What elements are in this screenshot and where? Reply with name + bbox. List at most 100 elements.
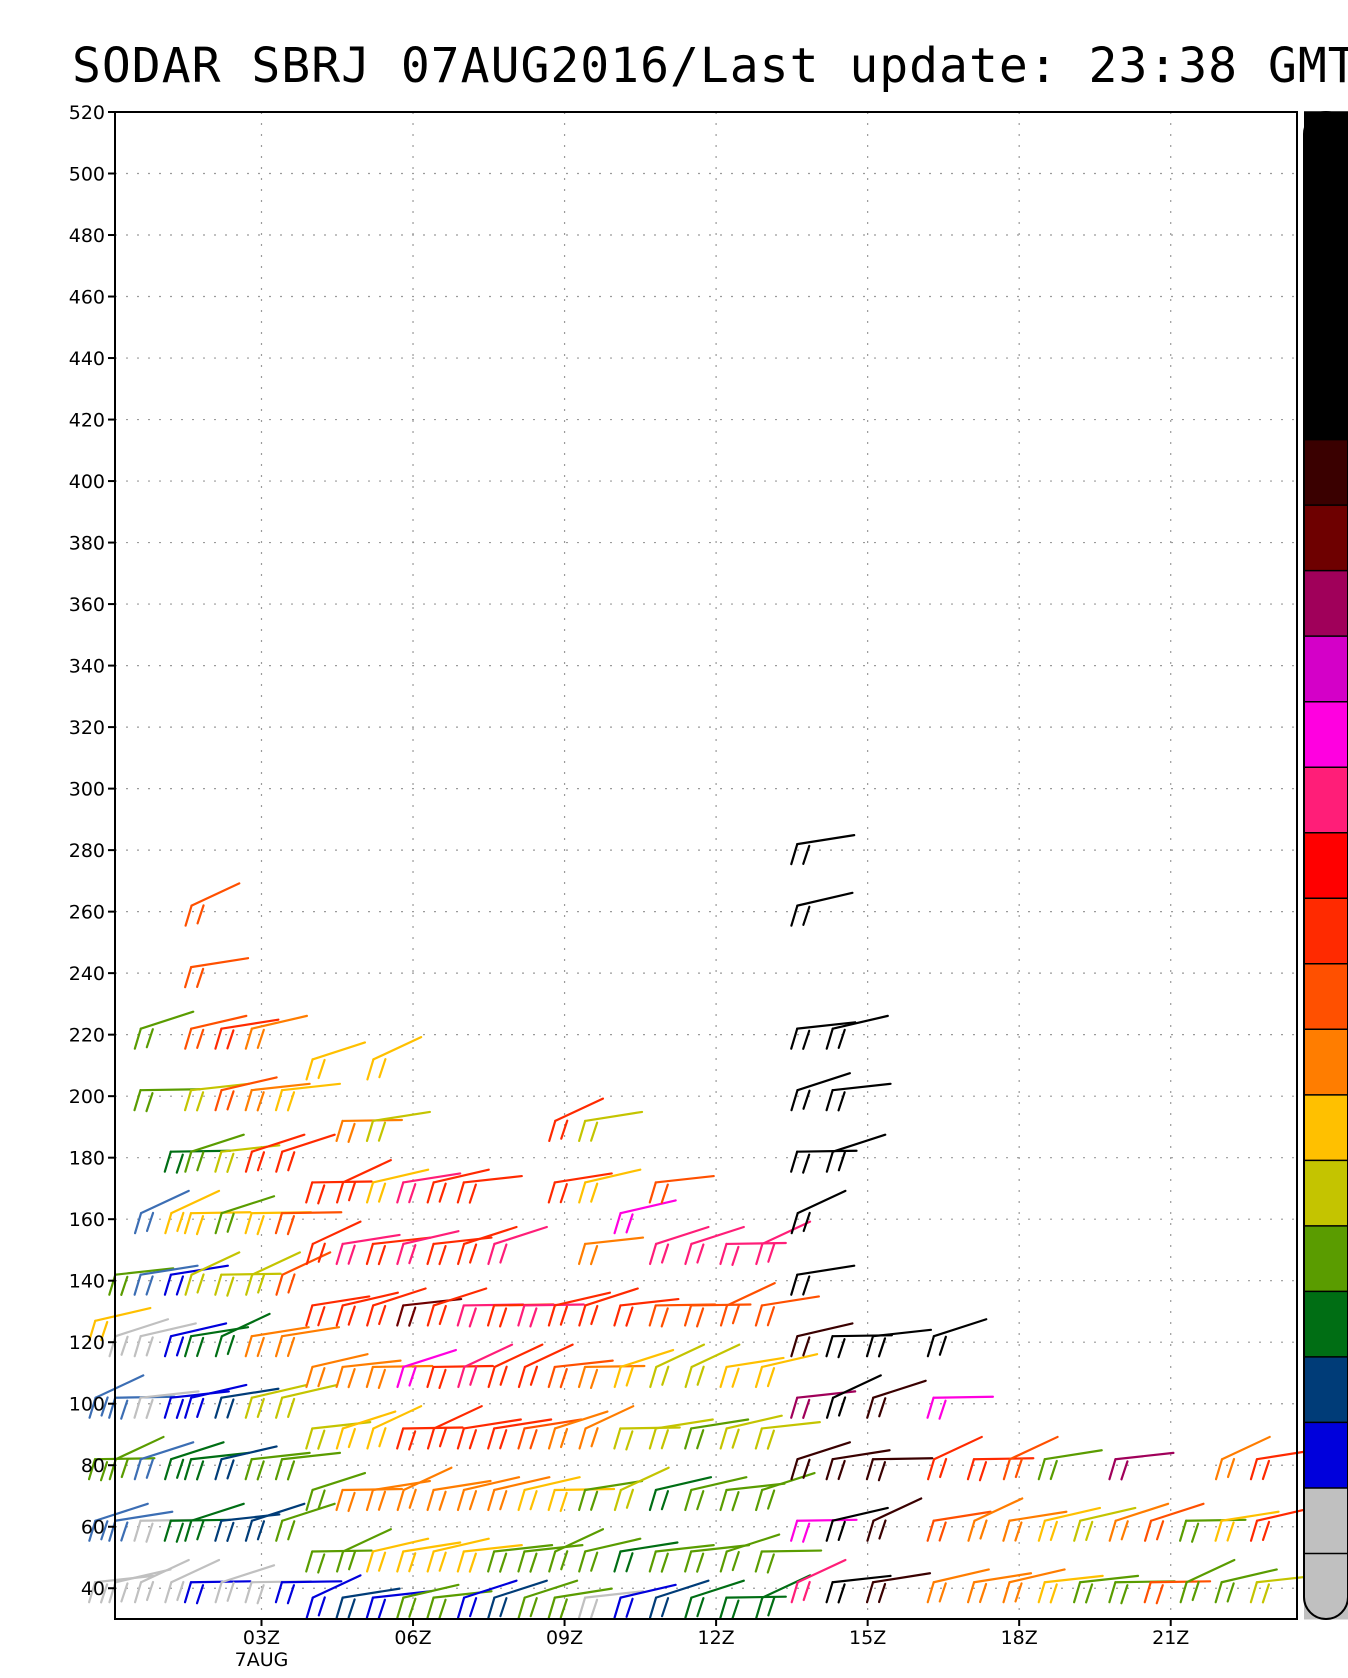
colorbar-segment xyxy=(1304,308,1348,375)
wind-barb xyxy=(426,1479,492,1512)
wind-barb xyxy=(305,1180,373,1205)
wind-barb xyxy=(1179,1518,1247,1543)
wind-barb xyxy=(1143,1580,1212,1605)
colorbar-segment xyxy=(1304,505,1348,572)
wind-barb xyxy=(133,1088,201,1113)
wind-barb xyxy=(487,1579,548,1619)
x-tick-label: 06Z xyxy=(394,1627,431,1649)
wind-barb xyxy=(163,1149,232,1174)
wind-barb xyxy=(366,1036,423,1081)
wind-barb xyxy=(517,1343,574,1389)
colorbar-segment xyxy=(1304,374,1348,441)
wind-barb xyxy=(133,1558,190,1604)
wind-barb xyxy=(790,1390,857,1419)
wind-barb xyxy=(719,1282,776,1327)
wind-barb xyxy=(825,1082,892,1112)
wind-barb xyxy=(184,1014,248,1050)
wind-barb xyxy=(825,1133,887,1173)
wind-barb xyxy=(1179,1558,1236,1604)
wind-barb xyxy=(790,1021,857,1050)
wind-barb xyxy=(547,1587,613,1619)
wind-barb xyxy=(426,1287,488,1327)
y-tick-label: 260 xyxy=(69,902,105,924)
wind-barb xyxy=(487,1476,551,1512)
wind-barb xyxy=(926,1395,995,1420)
wind-barb xyxy=(684,1476,748,1512)
wind-barb xyxy=(866,1379,927,1419)
y-tick-label: 480 xyxy=(69,225,105,247)
wind-barb xyxy=(87,1574,155,1604)
colorbar-segment xyxy=(1304,1029,1348,1096)
wind-barb xyxy=(396,1541,462,1573)
wind-barb xyxy=(613,1199,677,1235)
wind-barb xyxy=(426,1168,490,1204)
wind-barb xyxy=(1249,1506,1314,1542)
wind-barb xyxy=(684,1343,741,1389)
x-tick-label: 21Z xyxy=(1152,1627,1189,1649)
wind-barb xyxy=(548,1528,605,1573)
wind-barb xyxy=(926,1568,990,1604)
y-tick-label: 100 xyxy=(69,1394,105,1416)
wind-barb xyxy=(866,1497,923,1542)
wind-barb xyxy=(684,1418,750,1450)
wind-barb xyxy=(426,1405,483,1450)
wind-barb xyxy=(755,1220,812,1266)
wind-barb xyxy=(790,1558,847,1604)
wind-barb xyxy=(184,1502,245,1542)
y-tick-label: 520 xyxy=(69,102,105,124)
wind-barb xyxy=(305,1041,367,1081)
wind-barb xyxy=(865,1572,932,1604)
wind-barb xyxy=(305,1295,371,1327)
wind-barb xyxy=(214,1195,276,1235)
wind-barb xyxy=(684,1225,745,1266)
wind-barb xyxy=(790,1189,847,1235)
wind-barb xyxy=(649,1343,706,1389)
wind-barb xyxy=(648,1225,710,1266)
wind-barb xyxy=(305,1574,362,1619)
wind-barb xyxy=(578,1479,644,1512)
colorbar-segment xyxy=(1304,177,1348,244)
colorbar-segment xyxy=(1304,1487,1348,1554)
wind-barb xyxy=(825,1449,891,1481)
wind-barb xyxy=(578,1110,644,1143)
wind-barb xyxy=(184,1133,245,1173)
wind-barb xyxy=(865,1457,934,1482)
wind-barb xyxy=(244,1451,311,1481)
y-axis: 40 60 80 100 120 140 160 180 200 220 240 260 280 300 3… xyxy=(69,102,115,1600)
wind-barb xyxy=(183,1451,251,1481)
wind-barb xyxy=(517,1579,579,1619)
wind-barb xyxy=(684,1579,745,1619)
wind-barb xyxy=(1037,1574,1104,1604)
wind-barb xyxy=(244,1502,306,1542)
wind-barb xyxy=(275,1133,336,1173)
wind-barb xyxy=(396,1172,462,1204)
wind-barb xyxy=(790,1322,854,1358)
wind-barb xyxy=(335,1159,392,1204)
wind-barb xyxy=(335,1587,401,1619)
plot-frame xyxy=(114,111,1298,1620)
wind-barb xyxy=(966,1457,1035,1482)
wind-barb xyxy=(578,1405,635,1450)
wind-barb xyxy=(613,1348,675,1389)
wind-barb xyxy=(719,1241,787,1266)
wind-barb xyxy=(365,1537,430,1573)
wind-barb xyxy=(790,1441,851,1481)
wind-barb xyxy=(396,1426,464,1451)
wind-barb xyxy=(790,834,856,866)
wind-barb xyxy=(274,1451,342,1481)
wind-barb xyxy=(790,1518,858,1543)
colorbar-segment xyxy=(1304,1553,1348,1620)
colorbar-segment xyxy=(1304,439,1348,506)
colorbar-segment xyxy=(1304,243,1348,310)
wind-barb xyxy=(648,1418,714,1450)
wind-barb xyxy=(754,1549,823,1574)
wind-barb xyxy=(548,1097,605,1143)
wind-barb xyxy=(184,957,250,989)
colorbar-segment xyxy=(1304,636,1348,703)
wind-barb xyxy=(1037,1506,1102,1542)
wind-barb xyxy=(214,1564,276,1604)
wind-barb xyxy=(517,1544,584,1573)
wind-barb xyxy=(457,1579,518,1619)
x-date-label: 7AUG xyxy=(235,1649,289,1671)
wind-barb xyxy=(274,1580,343,1605)
